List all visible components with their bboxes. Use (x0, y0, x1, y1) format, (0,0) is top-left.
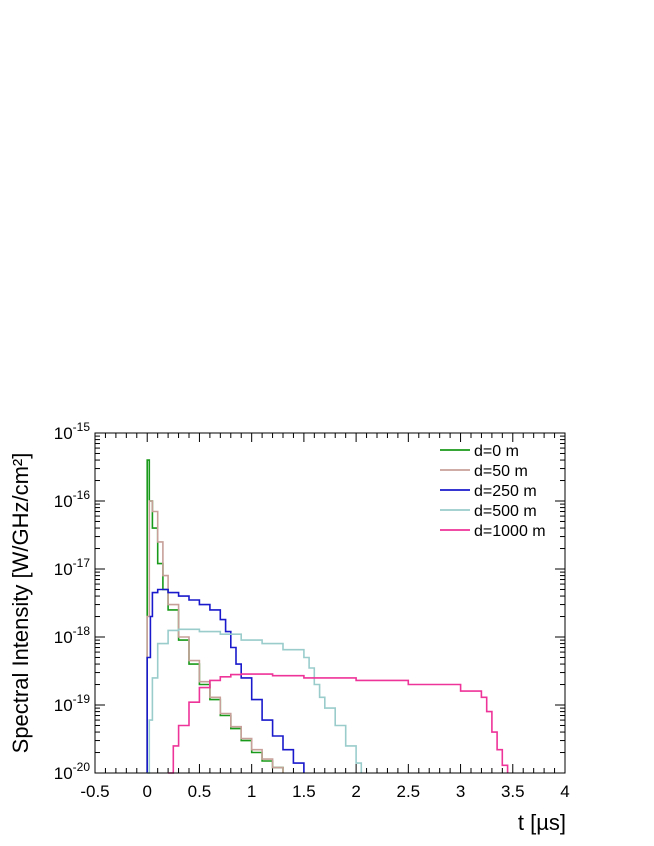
y-tick-label: 10-19 (54, 692, 91, 715)
x-tick-label: 3 (456, 782, 465, 801)
legend-label: d=1000 m (474, 523, 546, 540)
y-tick-label: 10-17 (54, 556, 91, 579)
x-tick-label: 2.5 (397, 782, 421, 801)
legend-label: d=0 m (474, 443, 519, 460)
y-tick-label: 10-20 (54, 760, 91, 783)
y-tick-label: 10-16 (54, 488, 91, 511)
x-tick-label: 0.5 (188, 782, 212, 801)
x-tick-label: 2 (351, 782, 360, 801)
x-axis-label: t [µs] (518, 810, 566, 835)
y-tick-label: 10-15 (54, 420, 91, 443)
series-line-4 (168, 673, 509, 774)
series-line-3 (147, 628, 363, 774)
y-tick-labels: 10-20 10-19 10-18 10-17 10-16 10-15 (54, 420, 91, 783)
x-tick-labels: -0.5 0 0.5 1 1.5 2 2.5 3 3.5 4 (80, 782, 569, 801)
x-tick-label: 3.5 (501, 782, 525, 801)
legend-label: d=50 m (474, 463, 528, 480)
plot-frame (94, 432, 566, 774)
x-tick-label: 1 (247, 782, 256, 801)
legend: d=0 m d=50 m d=250 m d=500 m d=1000 m (440, 443, 546, 540)
series-line-2 (146, 588, 305, 773)
axis-ticks (94, 432, 566, 774)
x-tick-label: 4 (560, 782, 569, 801)
series-lines (146, 459, 509, 774)
x-tick-label: -0.5 (80, 782, 109, 801)
legend-label: d=500 m (474, 503, 537, 520)
x-tick-label: 0 (142, 782, 151, 801)
y-axis-label: Spectral Intensity [W/GHz/cm²] (8, 453, 33, 754)
series-line-0 (146, 459, 284, 773)
legend-label: d=250 m (474, 483, 537, 500)
y-tick-label: 10-18 (54, 624, 91, 647)
series-line-1 (146, 500, 284, 773)
x-tick-label: 1.5 (292, 782, 316, 801)
